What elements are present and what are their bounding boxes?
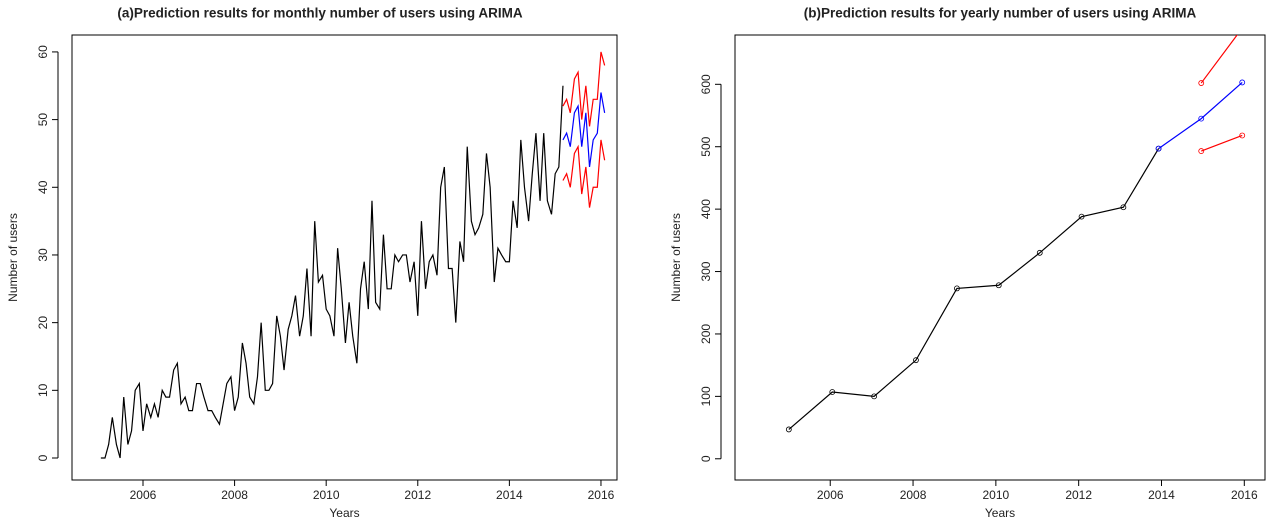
- point-marker: [954, 285, 960, 292]
- point-marker: [1198, 148, 1205, 154]
- x-tick-label: 2010: [983, 488, 1010, 502]
- y-tick-label: 30: [36, 248, 50, 262]
- x-tick-label: 2014: [1148, 488, 1175, 502]
- x-tick-label: 2010: [313, 488, 340, 502]
- series-line: [1200, 35, 1238, 84]
- series-line: [1201, 134, 1243, 152]
- point-marker: [829, 389, 836, 395]
- y-tick-label: 0: [36, 454, 50, 461]
- x-tick-label: 2014: [496, 488, 523, 502]
- plot-area: [785, 26, 1246, 433]
- series-line: [1158, 81, 1243, 150]
- series-line: [100, 85, 564, 459]
- point-marker: [1240, 26, 1245, 31]
- point-marker: [995, 282, 1002, 289]
- point-marker: [1078, 213, 1085, 220]
- y-tick-label: 0: [699, 455, 713, 462]
- x-axis-label: Years: [985, 506, 1015, 520]
- series-line: [562, 51, 606, 127]
- x-tick-label: 2012: [404, 488, 431, 502]
- y-axis-label: Number of users: [669, 213, 683, 302]
- y-tick-label: 200: [699, 324, 713, 344]
- y-tick-label: 300: [699, 261, 713, 281]
- y-tick-label: 100: [699, 386, 713, 406]
- point-marker: [1239, 132, 1246, 139]
- point-marker: [785, 426, 792, 433]
- point-marker: [1036, 249, 1043, 256]
- point-marker: [1120, 204, 1127, 211]
- plot-frame: [71, 34, 618, 481]
- point-marker: [1198, 115, 1205, 122]
- chart-title: (b)Prediction results for yearly number …: [804, 6, 1197, 21]
- x-tick-label: 2006: [817, 488, 844, 502]
- x-tick-label: 2016: [1231, 488, 1258, 502]
- chart-title: (a)Prediction results for monthly number…: [117, 6, 523, 21]
- point-marker: [1155, 145, 1162, 152]
- x-tick-label: 2006: [130, 488, 157, 502]
- y-tick-label: 40: [36, 180, 50, 194]
- x-tick-label: 2008: [221, 488, 248, 502]
- x-axis-label: Years: [329, 506, 359, 520]
- x-tick-label: 2012: [1065, 488, 1092, 502]
- y-tick-label: 400: [699, 199, 713, 219]
- y-tick-label: 500: [699, 136, 713, 156]
- y-axis-label: Number of users: [6, 213, 20, 302]
- series-line: [788, 148, 1160, 430]
- y-tick-label: 10: [36, 383, 50, 397]
- plot-area: [100, 51, 606, 459]
- y-tick-label: 60: [36, 45, 50, 59]
- point-marker: [913, 357, 919, 364]
- x-tick-label: 2008: [900, 488, 927, 502]
- series-line: [562, 92, 606, 168]
- point-marker: [1239, 79, 1246, 86]
- point-marker: [1198, 80, 1205, 86]
- y-tick-label: 20: [36, 316, 50, 330]
- series-line: [562, 139, 606, 208]
- y-tick-label: 600: [699, 74, 713, 94]
- chart-panel: (a)Prediction results for monthly number…: [6, 6, 618, 520]
- point-marker: [871, 393, 878, 400]
- x-tick-label: 2016: [588, 488, 615, 502]
- plot-frame: [734, 34, 1266, 481]
- chart-panel: (b)Prediction results for yearly number …: [669, 6, 1266, 520]
- y-tick-label: 50: [36, 113, 50, 127]
